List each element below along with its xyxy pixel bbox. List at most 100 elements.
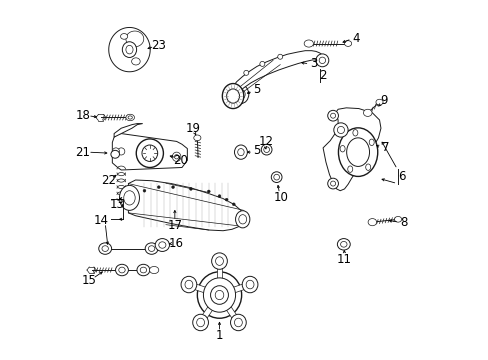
Text: 11: 11	[336, 253, 351, 266]
Ellipse shape	[315, 54, 328, 67]
Ellipse shape	[218, 195, 221, 198]
Ellipse shape	[99, 243, 111, 254]
Polygon shape	[217, 293, 240, 324]
Ellipse shape	[215, 291, 224, 300]
Ellipse shape	[119, 185, 139, 210]
Ellipse shape	[210, 286, 228, 304]
Ellipse shape	[337, 239, 349, 250]
Ellipse shape	[197, 272, 241, 318]
Text: 8: 8	[399, 216, 407, 229]
Ellipse shape	[128, 116, 132, 119]
Ellipse shape	[196, 318, 204, 327]
Ellipse shape	[118, 148, 124, 155]
Ellipse shape	[207, 190, 210, 193]
Ellipse shape	[143, 189, 145, 192]
Ellipse shape	[148, 246, 155, 251]
Ellipse shape	[238, 215, 246, 224]
Polygon shape	[112, 134, 187, 170]
Ellipse shape	[259, 62, 264, 66]
Text: 16: 16	[169, 237, 184, 250]
Ellipse shape	[236, 89, 244, 99]
Ellipse shape	[352, 130, 357, 136]
Ellipse shape	[233, 85, 248, 104]
Text: 2: 2	[319, 69, 326, 82]
Ellipse shape	[277, 54, 282, 59]
Ellipse shape	[112, 148, 119, 155]
Text: 23: 23	[151, 39, 166, 52]
Ellipse shape	[365, 164, 370, 170]
Ellipse shape	[122, 42, 136, 58]
Ellipse shape	[327, 111, 338, 121]
Ellipse shape	[171, 186, 174, 189]
Ellipse shape	[340, 242, 346, 247]
Text: 9: 9	[379, 94, 387, 107]
Text: 4: 4	[351, 32, 359, 45]
Text: 20: 20	[173, 154, 188, 167]
Polygon shape	[114, 123, 142, 137]
Ellipse shape	[203, 278, 235, 312]
Ellipse shape	[211, 253, 227, 269]
Ellipse shape	[225, 198, 227, 201]
Text: 21: 21	[75, 146, 90, 159]
Ellipse shape	[140, 267, 146, 273]
Ellipse shape	[244, 70, 248, 75]
Ellipse shape	[394, 216, 401, 222]
Ellipse shape	[230, 314, 246, 331]
Ellipse shape	[102, 246, 108, 251]
Ellipse shape	[123, 191, 135, 205]
Ellipse shape	[234, 145, 247, 159]
Text: 15: 15	[81, 274, 96, 287]
Text: 3: 3	[310, 57, 317, 71]
Text: 5: 5	[252, 144, 260, 157]
Polygon shape	[128, 180, 244, 231]
Ellipse shape	[226, 89, 239, 103]
Ellipse shape	[215, 257, 223, 265]
Ellipse shape	[136, 139, 163, 167]
Text: 6: 6	[397, 170, 405, 183]
Ellipse shape	[363, 109, 371, 116]
Ellipse shape	[174, 155, 179, 159]
Ellipse shape	[333, 123, 347, 137]
Ellipse shape	[347, 166, 352, 172]
Ellipse shape	[261, 144, 271, 155]
Ellipse shape	[119, 267, 125, 273]
Ellipse shape	[273, 174, 279, 180]
Ellipse shape	[340, 145, 345, 152]
Ellipse shape	[125, 45, 133, 54]
Ellipse shape	[142, 145, 157, 161]
Ellipse shape	[375, 99, 382, 105]
Ellipse shape	[271, 172, 282, 183]
Ellipse shape	[330, 113, 335, 118]
Polygon shape	[218, 282, 250, 298]
Text: 18: 18	[76, 109, 90, 122]
Polygon shape	[108, 27, 150, 72]
Ellipse shape	[319, 57, 325, 64]
Ellipse shape	[263, 147, 269, 153]
Text: 1: 1	[215, 329, 223, 342]
Text: 19: 19	[185, 122, 200, 135]
Polygon shape	[216, 261, 222, 295]
Ellipse shape	[157, 186, 160, 189]
Ellipse shape	[184, 280, 192, 289]
Ellipse shape	[235, 211, 249, 228]
Polygon shape	[125, 31, 143, 47]
Ellipse shape	[245, 280, 253, 289]
Ellipse shape	[131, 58, 140, 65]
Ellipse shape	[137, 264, 149, 276]
Text: 10: 10	[273, 191, 288, 204]
Ellipse shape	[189, 188, 192, 190]
Ellipse shape	[242, 276, 257, 293]
Ellipse shape	[222, 84, 244, 109]
Ellipse shape	[172, 152, 181, 161]
Ellipse shape	[121, 33, 127, 39]
Ellipse shape	[115, 264, 128, 276]
Ellipse shape	[368, 139, 373, 145]
Text: 14: 14	[94, 213, 109, 226]
Text: 17: 17	[167, 219, 182, 232]
Ellipse shape	[111, 150, 119, 158]
Ellipse shape	[327, 178, 338, 189]
Ellipse shape	[145, 243, 158, 254]
Text: 7: 7	[381, 141, 388, 154]
Ellipse shape	[149, 266, 159, 274]
Ellipse shape	[304, 40, 313, 47]
